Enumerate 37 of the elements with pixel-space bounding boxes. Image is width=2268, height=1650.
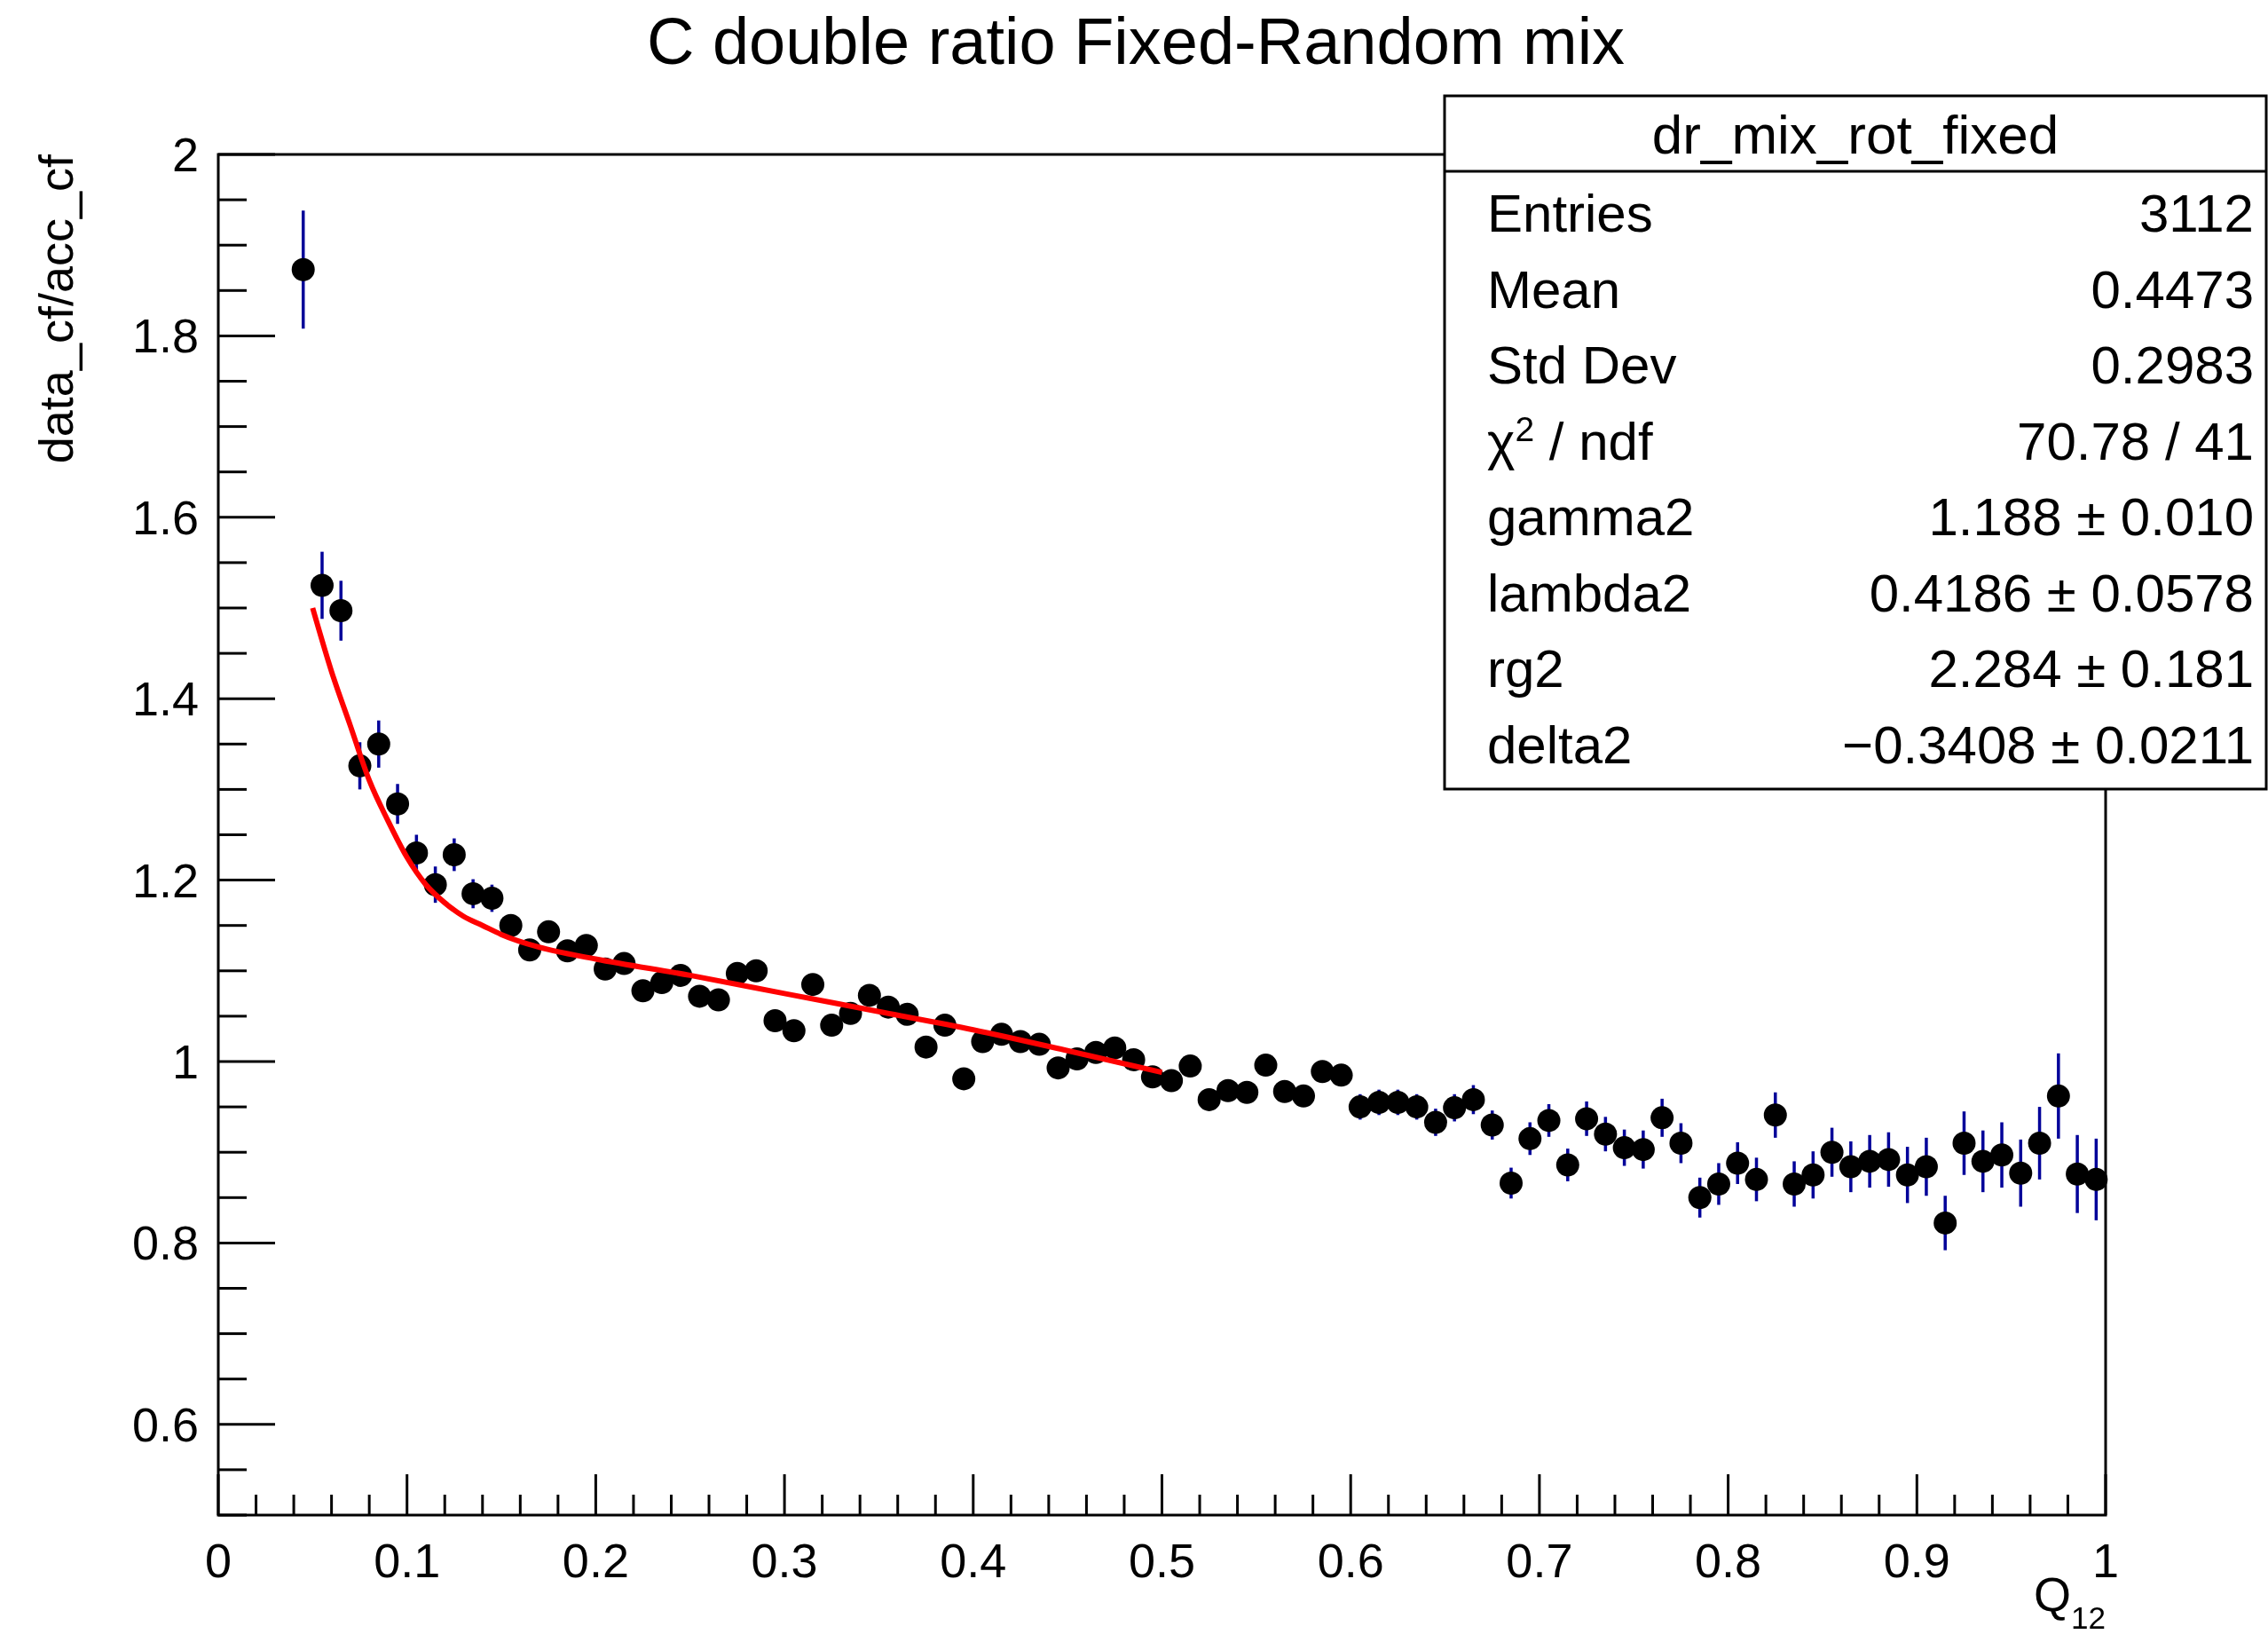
x-tick-label: 0.6 (1317, 1534, 1384, 1587)
annotation: Entries (1487, 184, 1653, 243)
annotation: 0.4186 ± 0.0578 (1869, 563, 2254, 623)
annotation: 2.284 ± 0.181 (1928, 639, 2254, 699)
x-tick-label: 0.2 (562, 1534, 629, 1587)
annotation: dr_mix_rot_fixed (1651, 104, 2059, 165)
y-tick-label: 1.4 (131, 672, 199, 726)
x-tick-label: 0.4 (940, 1534, 1007, 1587)
y-tick-label: 1.8 (131, 309, 199, 363)
chart-title: C double ratio Fixed-Random mix (646, 4, 1626, 78)
y-tick-label: 0.6 (131, 1397, 199, 1451)
text: 3112 (2138, 184, 2254, 243)
y-tick-label: 2 (171, 128, 199, 181)
x-tick-label: 0.5 (1128, 1534, 1196, 1587)
x-tick-label: 0.7 (1506, 1534, 1573, 1587)
annotation: rg2 (1487, 639, 1564, 699)
y-axis-title: data_cf/acc_cf (29, 154, 83, 464)
annotation: 70.78 / 41 (2017, 411, 2254, 471)
x-tick-label: 0.9 (1883, 1534, 1950, 1587)
annotation: 0.4473 (2091, 259, 2254, 320)
annotation: lambda2 (1487, 563, 1692, 623)
annotation: delta2 (1487, 714, 1633, 775)
annotation: 1.188 ± 0.010 (1928, 487, 2254, 547)
annotation: 0.2983 (2091, 336, 2254, 395)
y-tick-label: 1.6 (131, 490, 199, 544)
annotation: Mean (1487, 259, 1621, 320)
x-tick-label: 0.1 (374, 1534, 441, 1587)
annotation: χ$^{2}$ / ndf (1487, 409, 1653, 471)
x-tick-label: 0.3 (751, 1534, 818, 1587)
annotation: gamma2 (1487, 487, 1695, 547)
x-tick-label: 0.8 (1695, 1534, 1762, 1587)
y-tick-label: 0.8 (131, 1216, 199, 1270)
annotation: −0.3408 ± 0.0211 (1842, 714, 2254, 775)
y-tick-label: 1.2 (131, 853, 199, 907)
annotation: Std Dev (1487, 336, 1677, 395)
y-tick-label: 1 (171, 1035, 199, 1088)
x-tick-label: 0 (204, 1534, 232, 1587)
